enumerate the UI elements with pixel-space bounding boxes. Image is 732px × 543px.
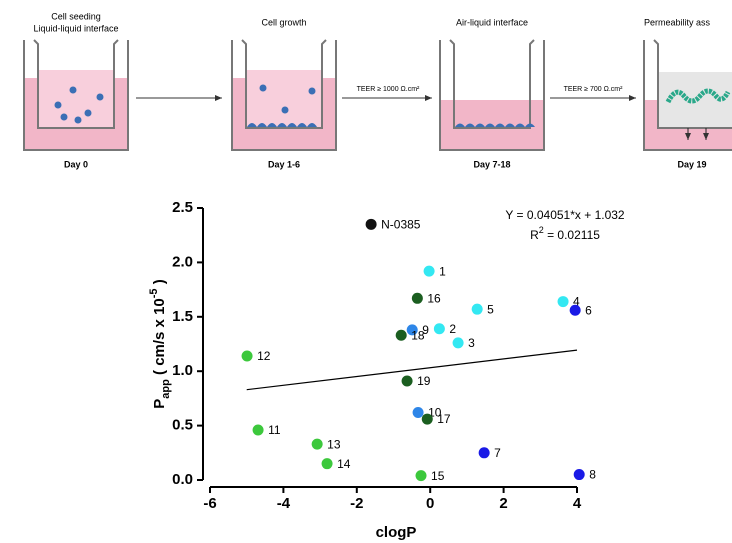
point-label: 18 bbox=[411, 328, 425, 342]
point bbox=[471, 303, 483, 315]
x-axis-title: clogP bbox=[376, 524, 417, 541]
point bbox=[569, 304, 581, 316]
x-tick-label: -4 bbox=[277, 495, 291, 512]
day-label: Day 0 bbox=[64, 159, 88, 169]
x-tick-label: -6 bbox=[203, 495, 216, 512]
y-title-part: P bbox=[151, 399, 168, 409]
point-label: 4 bbox=[573, 295, 580, 309]
x-tick-label: -2 bbox=[350, 495, 363, 512]
arrow-label: TEER ≥ 1000 Ω.cm² bbox=[357, 86, 420, 93]
y-tick-label: 2.0 bbox=[172, 253, 193, 270]
point-label: 16 bbox=[427, 291, 441, 305]
y-tick-label: 1.0 bbox=[172, 362, 193, 379]
point bbox=[557, 296, 569, 308]
y-tick-label: 0.5 bbox=[172, 417, 193, 434]
point bbox=[406, 324, 418, 336]
point bbox=[365, 218, 377, 230]
point-label: 19 bbox=[417, 374, 431, 388]
y-title-part: -5 bbox=[148, 288, 160, 298]
well-day-19 bbox=[643, 39, 732, 151]
point bbox=[415, 470, 427, 482]
point-label: 8 bbox=[589, 468, 596, 482]
step-label: Air-liquid interface bbox=[456, 17, 528, 27]
day-label: Day 19 bbox=[677, 159, 706, 169]
point-label: 1 bbox=[439, 264, 446, 278]
point bbox=[412, 407, 424, 419]
fit-line bbox=[246, 349, 578, 391]
y-tick-label: 1.5 bbox=[172, 308, 193, 325]
step-label: Cell seeding bbox=[51, 11, 101, 21]
x-tick-label: 2 bbox=[499, 495, 507, 512]
protocol-diagram: Cell seeding Liquid-liquid interface Cel… bbox=[23, 11, 732, 169]
x-tick-label: 4 bbox=[573, 495, 582, 512]
point-label: 5 bbox=[487, 302, 494, 316]
point-label: 9 bbox=[422, 323, 429, 337]
well-day-7-18 bbox=[439, 39, 545, 151]
r2-part: R bbox=[530, 228, 539, 242]
point bbox=[311, 438, 323, 450]
point bbox=[241, 350, 253, 362]
y-title-part: app bbox=[160, 379, 172, 399]
point bbox=[321, 458, 333, 470]
point-label: 6 bbox=[585, 303, 592, 317]
well-day-0 bbox=[23, 39, 129, 151]
point bbox=[421, 413, 433, 425]
scatter-chart: clogP Papp ( cm/s x 10-5 ) Y = 0.04051*x… bbox=[148, 199, 625, 541]
point bbox=[573, 469, 585, 481]
day-label: Day 1-6 bbox=[268, 159, 300, 169]
r2-part: = 0.02115 bbox=[544, 228, 600, 242]
arrow-label: TEER ≥ 700 Ω.cm² bbox=[564, 86, 624, 93]
point-label: N-0385 bbox=[381, 217, 421, 231]
point-label: 14 bbox=[337, 457, 351, 471]
point-label: 2 bbox=[449, 322, 456, 336]
y-title-part: ( cm/s x 10 bbox=[151, 298, 168, 379]
well-day-1-6 bbox=[231, 39, 337, 151]
day-label: Day 7-18 bbox=[473, 159, 510, 169]
point-label: 3 bbox=[468, 336, 475, 350]
point bbox=[401, 375, 413, 387]
point-label: 13 bbox=[327, 437, 341, 451]
point-label: 7 bbox=[494, 446, 501, 460]
point bbox=[411, 292, 423, 304]
step-label: Liquid-liquid interface bbox=[33, 23, 118, 33]
point bbox=[395, 329, 407, 341]
step-label: Cell growth bbox=[261, 17, 306, 27]
y-tick-label: 2.5 bbox=[172, 199, 193, 216]
y-tick-label: 0.0 bbox=[172, 471, 193, 488]
x-tick-label: 0 bbox=[426, 495, 434, 512]
y-title-part: ) bbox=[151, 279, 168, 288]
y-axis-title: Papp ( cm/s x 10-5 ) bbox=[148, 279, 172, 408]
point-label: 11 bbox=[268, 423, 281, 437]
point-label: 12 bbox=[257, 349, 271, 363]
point bbox=[478, 447, 490, 459]
r2-part: 2 bbox=[539, 225, 544, 235]
point bbox=[433, 323, 445, 335]
fit-r-squared: R2 = 0.02115 bbox=[530, 225, 600, 242]
point bbox=[423, 265, 435, 277]
fit-equation: Y = 0.04051*x + 1.032 bbox=[505, 208, 625, 222]
step-label: Permeability ass bbox=[644, 17, 711, 27]
point bbox=[252, 424, 264, 436]
point-label: 17 bbox=[437, 412, 451, 426]
point bbox=[452, 337, 464, 349]
point-label: 15 bbox=[431, 469, 445, 483]
